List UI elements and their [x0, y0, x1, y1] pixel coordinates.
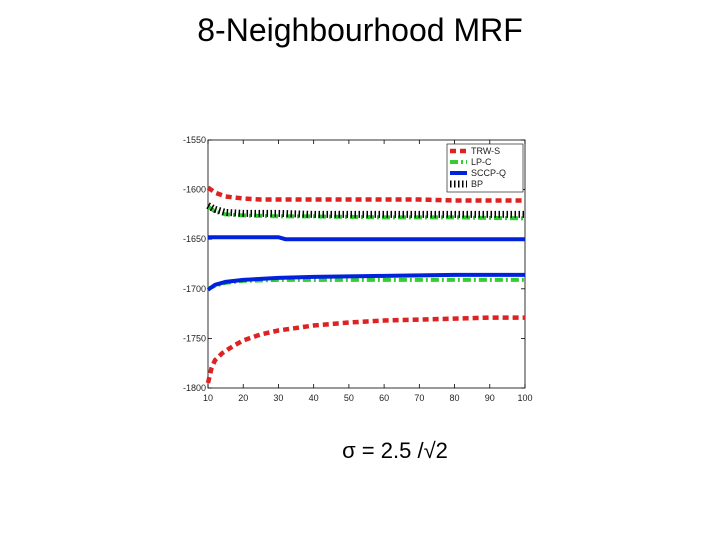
legend-label: SCCP-Q: [471, 168, 506, 178]
y-tick-label: -1800: [183, 383, 206, 393]
series-line-sccp-q: [208, 235, 525, 242]
legend-label: LP-C: [471, 157, 492, 167]
series-lines: [205, 185, 526, 384]
caption: σ = 2.5 /√2: [342, 438, 448, 463]
series-line-bp: [206, 202, 525, 218]
x-axis-ticks: 10 20 30 40 50 60 70 80 90 100: [203, 140, 533, 403]
series-line-lower-1: [205, 315, 525, 384]
series-line-lower-5: [206, 272, 525, 292]
x-tick-label: 60: [379, 393, 389, 403]
legend-box: [446, 143, 524, 193]
y-tick-label: -1750: [183, 333, 206, 343]
x-tick-label: 30: [273, 393, 283, 403]
x-tick-label: 70: [414, 393, 424, 403]
x-tick-label: 20: [238, 393, 248, 403]
slide-title: 8-Neighbourhood MRF: [197, 12, 523, 48]
y-tick-label: -1600: [183, 185, 206, 195]
x-tick-label: 10: [203, 393, 213, 403]
y-tick-label: -1650: [183, 234, 206, 244]
legend-label: TRW-S: [471, 146, 500, 156]
x-tick-label: 100: [517, 393, 532, 403]
x-tick-label: 80: [450, 393, 460, 403]
x-tick-label: 40: [309, 393, 319, 403]
y-tick-label: -1700: [183, 284, 206, 294]
x-tick-label: 50: [344, 393, 354, 403]
y-tick-label: -1550: [183, 135, 206, 145]
x-tick-label: 90: [485, 393, 495, 403]
legend-label: BP: [471, 179, 483, 189]
